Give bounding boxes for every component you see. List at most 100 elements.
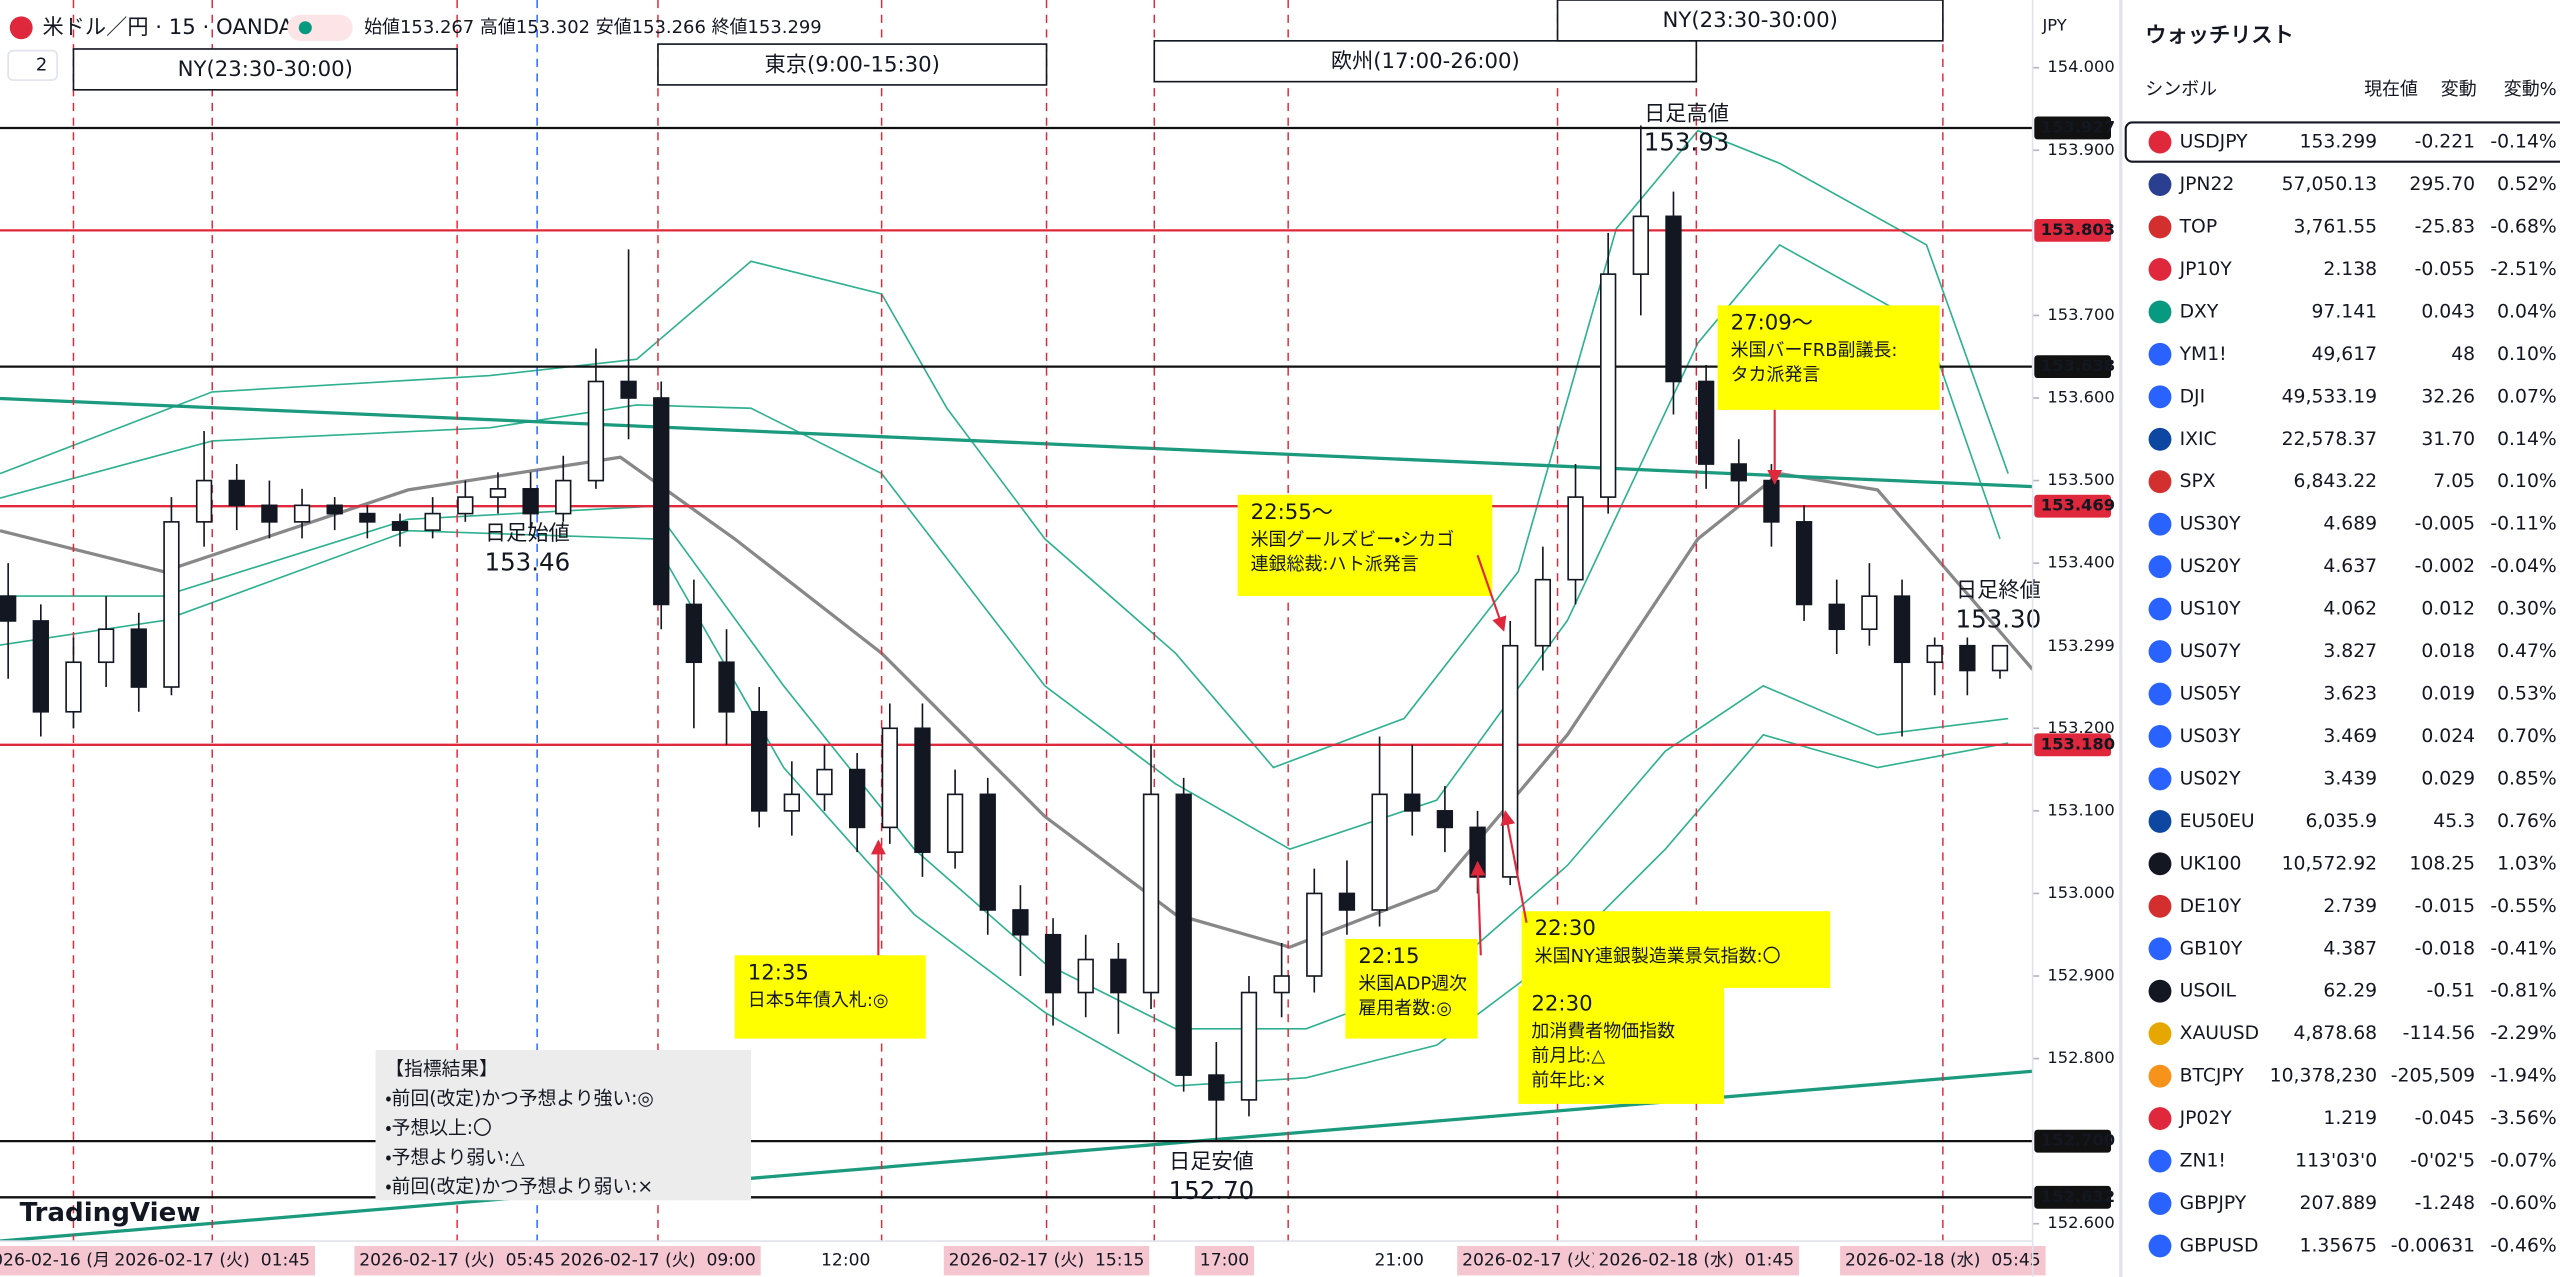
symbol[interactable]: XAUUSD (2180, 1023, 2260, 1044)
candle-body (1632, 215, 1649, 275)
candle-body (1142, 793, 1160, 994)
change-percent: -0.11% (2490, 514, 2556, 535)
price: 97.141 (2311, 301, 2377, 322)
annotation-text: 22:30 (1535, 916, 1596, 941)
symbol[interactable]: JP10Y (2179, 259, 2233, 280)
change-percent: -3.56% (2490, 1108, 2556, 1129)
candle-body (946, 793, 964, 853)
symbol[interactable]: US07Y (2180, 641, 2242, 662)
time-label: 2026-02-18 (水) 05:45 (1845, 1251, 2041, 1271)
symbol[interactable]: SPX (2180, 471, 2216, 492)
change: 45.3 (2433, 811, 2475, 832)
time-label-highlight (1593, 1245, 1800, 1276)
symbol[interactable]: YM1! (2179, 344, 2227, 365)
symbol[interactable]: US20Y (2180, 556, 2242, 577)
candle-body (261, 504, 278, 523)
candle-body (1044, 933, 1062, 994)
price: 62.29 (2323, 981, 2377, 1002)
watchlist-title: ウォッチリスト (2145, 23, 2294, 48)
symbol[interactable]: US10Y (2180, 599, 2242, 620)
symbol[interactable]: USDJPY (2180, 132, 2249, 153)
legend-text: ・前回(改定)かつ予想より強い:◎ (385, 1088, 654, 1110)
current-price-label: 153.299 (2047, 636, 2114, 655)
symbol[interactable]: EU50EU (2180, 811, 2255, 832)
layout-count: 2 (36, 54, 47, 75)
status-pill (287, 14, 353, 41)
candle-body (587, 380, 605, 482)
symbol[interactable]: JPN22 (2179, 174, 2235, 195)
price: 3,761.55 (2294, 216, 2378, 237)
symbol-icon (2148, 1064, 2172, 1088)
change-percent: 0.30% (2497, 599, 2557, 620)
price: 2.739 (2323, 896, 2377, 917)
candle-body (1991, 644, 2009, 672)
candle-body (359, 512, 376, 523)
time-label-highlight (1840, 1245, 2046, 1276)
symbol[interactable]: GBPJPY (2180, 1193, 2247, 1214)
candle-body (1795, 521, 1813, 606)
change-percent: -2.29% (2490, 1023, 2556, 1044)
candle-body (1306, 892, 1323, 977)
price: 1.219 (2323, 1108, 2377, 1129)
symbol[interactable]: IXIC (2180, 429, 2217, 450)
candle-body (1730, 463, 1747, 482)
symbol[interactable]: DJI (2180, 386, 2206, 407)
symbol[interactable]: GB10Y (2180, 938, 2243, 959)
candle-body (653, 397, 670, 606)
price: 207.889 (2300, 1193, 2378, 1214)
column-header: 現在値 (2364, 79, 2418, 100)
change-percent: 0.14% (2497, 429, 2557, 450)
symbol[interactable]: GBPUSD (2180, 1235, 2259, 1256)
time-label-highlight (943, 1245, 1150, 1276)
symbol[interactable]: US02Y (2180, 768, 2242, 789)
symbol[interactable]: US30Y (2180, 514, 2242, 535)
daily-value: 153.93 (1644, 128, 1730, 157)
symbol-icon (2148, 385, 2172, 409)
symbol[interactable]: USOIL (2180, 981, 2237, 1002)
annotation-text: 米国NY連銀製造業景気指数:〇 (1535, 946, 1781, 967)
change: 48 (2451, 344, 2475, 365)
annotation-box (1521, 911, 1831, 988)
session-box (72, 48, 458, 91)
symbol[interactable]: ZN1! (2180, 1151, 2226, 1172)
arrow (1470, 860, 1486, 956)
candle-body (1828, 603, 1845, 631)
symbol[interactable]: JP02Y (2179, 1108, 2233, 1129)
price: 10,572.92 (2282, 853, 2378, 874)
time-label: 17:00 (1200, 1251, 1249, 1271)
symbol[interactable]: DXY (2180, 301, 2219, 322)
column-header: シンボル (2145, 79, 2217, 100)
price-tick-label: 152.900 (2047, 966, 2114, 985)
symbol-icon (2148, 555, 2172, 579)
symbol[interactable]: BTCJPY (2180, 1066, 2245, 1087)
symbol[interactable]: US03Y (2180, 726, 2242, 747)
symbol[interactable]: UK100 (2180, 853, 2242, 874)
candle-body (1077, 958, 1094, 994)
symbol-icon (2148, 640, 2172, 663)
price-tick-label: 153.100 (2047, 800, 2114, 819)
candle-body (163, 521, 180, 688)
layout-button[interactable] (7, 49, 58, 81)
price-level-label: 152.700 (2041, 1131, 2115, 1150)
symbol-icon (2148, 173, 2172, 196)
symbol-icon (2148, 300, 2172, 324)
time-label: 12:00 (821, 1251, 870, 1271)
price: 1.35675 (2300, 1235, 2378, 1256)
change: -0.045 (2415, 1108, 2475, 1129)
price: 4,878.68 (2294, 1023, 2378, 1044)
symbol-icon (2148, 1234, 2172, 1258)
price-tick-label: 153.400 (2047, 553, 2114, 572)
change-percent: 0.10% (2497, 471, 2557, 492)
symbol[interactable]: DE10Y (2180, 896, 2242, 917)
symbol-icon (2148, 1149, 2172, 1173)
arrows (870, 409, 1783, 956)
change: -0'02'5 (2410, 1151, 2475, 1172)
change-percent: 0.04% (2497, 301, 2557, 322)
annotation-box (734, 955, 926, 1039)
change: -0.055 (2415, 259, 2475, 280)
symbol[interactable]: TOP (2179, 216, 2218, 237)
price: 153.299 (2300, 132, 2378, 153)
symbol[interactable]: US05Y (2180, 684, 2242, 705)
